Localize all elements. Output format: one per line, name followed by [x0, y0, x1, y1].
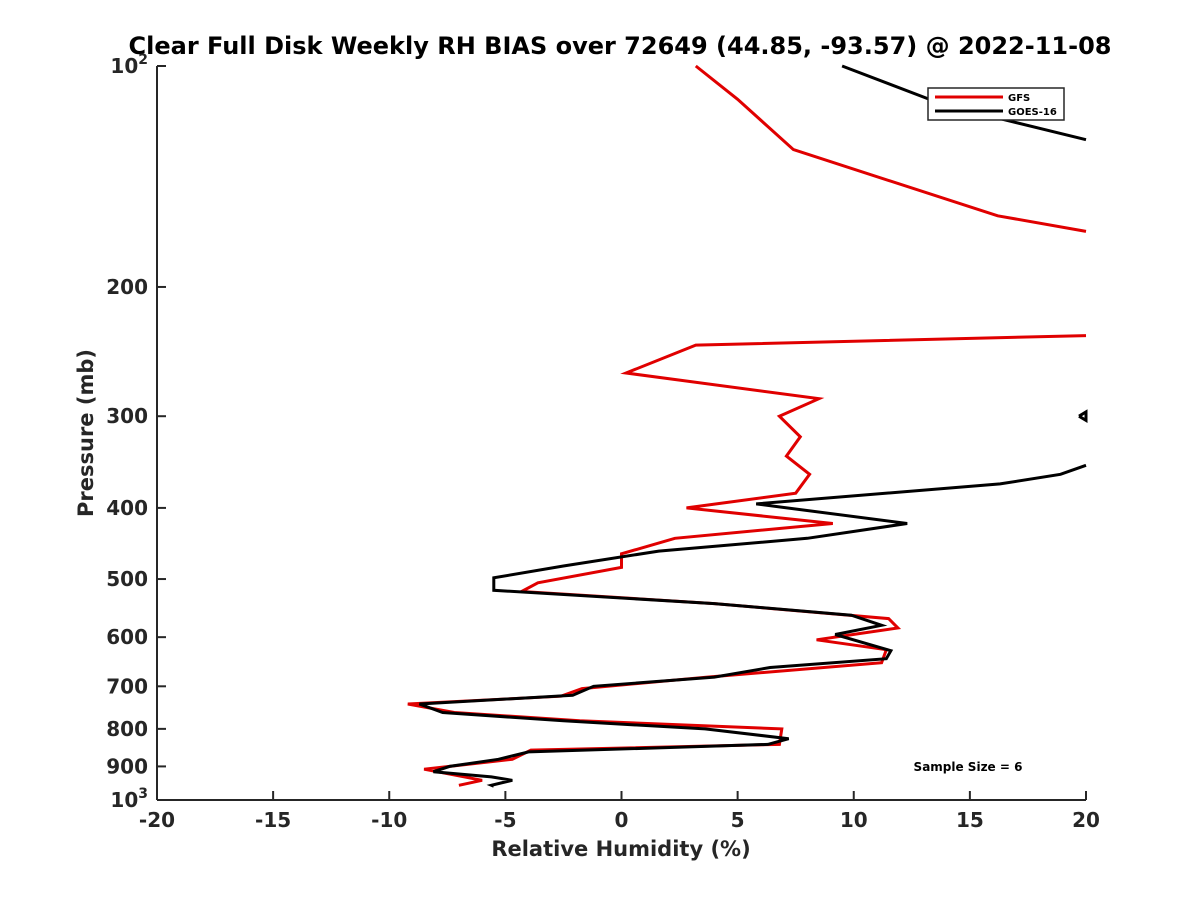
y-tick-label: 600: [106, 625, 148, 649]
y-tick-label: 700: [106, 674, 148, 698]
y-tick-label: 103: [110, 786, 148, 812]
chart-title: Clear Full Disk Weekly RH BIAS over 7264…: [129, 32, 1112, 60]
y-tick-label: 900: [106, 754, 148, 778]
x-tick-label: -5: [494, 808, 516, 832]
x-tick-label: -20: [139, 808, 175, 832]
x-tick-label: 0: [615, 808, 629, 832]
y-tick-label: 200: [106, 275, 148, 299]
y-tick-label: 102: [110, 52, 148, 78]
series-line-gfs-segment-2: [407, 334, 1087, 787]
y-tick-label: 800: [106, 717, 148, 741]
series-line-goes-16-segment-2: [1078, 409, 1088, 424]
axes: -20 -15 -10 -5 0 5 10 15 20 102 200 300 400 500 600 700…: [106, 52, 1100, 832]
legend-label-goes-16: GOES-16: [1008, 107, 1057, 118]
y-tick-label: 500: [106, 567, 148, 591]
x-tick-label: -15: [255, 808, 291, 832]
x-axis-label: Relative Humidity (%): [491, 837, 750, 861]
y-tick-label: 300: [106, 404, 148, 428]
legend-label-gfs: GFS: [1008, 93, 1030, 104]
x-tick-label: 20: [1072, 808, 1100, 832]
legend: GFS GOES-16: [927, 87, 1065, 121]
legend-box: [927, 87, 1065, 121]
x-tick-label: 10: [840, 808, 868, 832]
y-tick-label: 400: [106, 496, 148, 520]
series-line-goes-16-segment-3: [418, 463, 1087, 788]
x-tick-label: -10: [371, 808, 407, 832]
x-tick-label: 15: [956, 808, 984, 832]
x-tick-label: 5: [731, 808, 745, 832]
sample-size-annotation: Sample Size = 6: [914, 760, 1023, 774]
plot-area: [407, 64, 1088, 788]
y-axis-label: Pressure (mb): [74, 349, 98, 517]
series-line-gfs-segment-1: [694, 64, 1087, 233]
